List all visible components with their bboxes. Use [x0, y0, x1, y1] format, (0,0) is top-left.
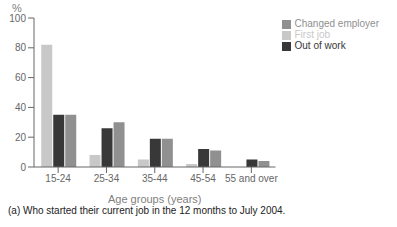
html-text:Out of work: Out of work [294, 40, 346, 51]
svg-text:45-54: 45-54 [190, 173, 216, 184]
svg-text:100: 100 [9, 13, 26, 24]
html-text:(a) Who started their current: (a) Who started their current job in the… [8, 205, 286, 216]
svg-text:55 and over: 55 and over [225, 173, 278, 184]
svg-text:60: 60 [15, 72, 27, 83]
svg-text:25-34: 25-34 [94, 173, 120, 184]
svg-text:40: 40 [15, 102, 27, 113]
svg-text:15-24: 15-24 [45, 173, 71, 184]
html-text:Changed employer: Changed employer [294, 18, 379, 29]
svg-text:20: 20 [15, 132, 27, 143]
svg-text:Age groups (years): Age groups (years) [108, 193, 202, 205]
svg-text:0: 0 [20, 162, 26, 173]
svg-text:80: 80 [15, 42, 27, 53]
html-text:First job: First job [294, 29, 331, 40]
svg-text:%: % [12, 2, 22, 14]
svg-text:35-44: 35-44 [142, 173, 168, 184]
